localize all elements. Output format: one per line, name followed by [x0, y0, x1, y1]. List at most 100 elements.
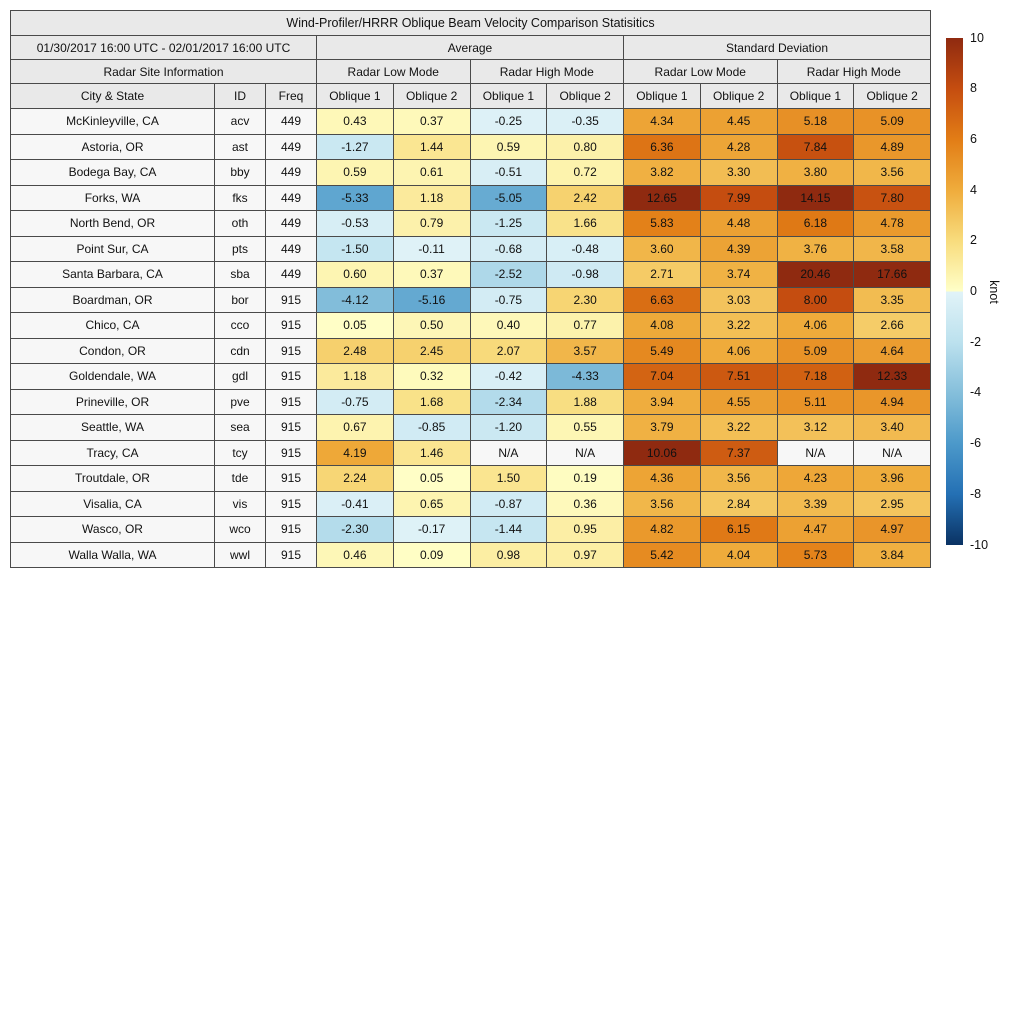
colorbar-tick-label: -8 [970, 486, 982, 501]
value-cell: 8.00 [776, 286, 855, 313]
value-cell: 3.30 [699, 159, 778, 186]
value-cell: -1.50 [316, 235, 394, 262]
site-id-cell: bby [214, 159, 266, 186]
value-cell: N/A [853, 439, 931, 466]
site-id-cell: oth [214, 210, 266, 237]
colorbar-tick-label: -2 [970, 334, 982, 349]
freq-cell: 449 [265, 184, 317, 211]
value-cell: 4.82 [623, 516, 701, 543]
city-cell: McKinleyville, CA [10, 108, 215, 135]
value-cell: -1.25 [469, 210, 548, 237]
section-header-avg-low-mode: Radar Low Mode [316, 59, 471, 84]
value-cell: 6.15 [699, 516, 778, 543]
freq-cell: 915 [265, 414, 317, 441]
value-cell: -4.33 [546, 363, 624, 390]
freq-cell: 915 [265, 465, 317, 492]
value-cell: 3.74 [699, 261, 778, 288]
freq-cell: 449 [265, 108, 317, 135]
city-cell: Seattle, WA [10, 414, 215, 441]
value-cell: -1.27 [316, 133, 394, 160]
freq-cell: 449 [265, 210, 317, 237]
value-cell: 4.78 [853, 210, 931, 237]
column-header-std-high-oblique2: Oblique 2 [853, 83, 931, 109]
title-row: Wind-Profiler/HRRR Oblique Beam Velocity… [10, 10, 931, 36]
value-cell: 4.55 [699, 388, 778, 415]
value-cell: 1.50 [469, 465, 548, 492]
value-cell: 3.60 [623, 235, 701, 262]
colorbar-tick-label: -10 [970, 537, 989, 552]
value-cell: 0.59 [469, 133, 548, 160]
value-cell: 20.46 [776, 261, 855, 288]
table-row: North Bend, OR oth 449 -0.53 0.79 -1.25 1.66 5.… [10, 210, 931, 237]
value-cell: 5.09 [776, 337, 855, 364]
colorbar: 10 8 6 4 2 0 -2 -4 -6 -8 -10 knot [946, 31, 1001, 552]
value-cell: 5.73 [776, 541, 855, 568]
value-cell: 4.36 [623, 465, 701, 492]
value-cell: 0.19 [546, 465, 624, 492]
value-cell: -0.75 [469, 286, 548, 313]
value-cell: 0.98 [469, 541, 548, 568]
city-cell: Point Sur, CA [10, 235, 215, 262]
value-cell: 6.63 [623, 286, 701, 313]
section-header-site-info: Radar Site Information [10, 59, 317, 84]
freq-cell: 915 [265, 363, 317, 390]
site-id-cell: fks [214, 184, 266, 211]
mode-header-row: Radar Site Information Radar Low Mode Ra… [10, 59, 931, 84]
value-cell: 4.34 [623, 108, 701, 135]
column-header-city: City & State [10, 83, 215, 109]
value-cell: 2.45 [392, 337, 471, 364]
city-cell: Boardman, OR [10, 286, 215, 313]
value-cell: -0.17 [392, 516, 471, 543]
column-header-avg-high-oblique2: Oblique 2 [546, 83, 624, 109]
value-cell: 14.15 [776, 184, 855, 211]
value-cell: 4.19 [316, 439, 394, 466]
colorbar-tick-label: 6 [970, 131, 977, 146]
table-body: McKinleyville, CA acv 449 0.43 0.37 -0.25 -0.3… [10, 108, 931, 568]
table-row: Bodega Bay, CA bby 449 0.59 0.61 -0.51 0.72 3.8… [10, 159, 931, 186]
value-cell: 2.42 [546, 184, 624, 211]
value-cell: -0.48 [546, 235, 624, 262]
freq-cell: 915 [265, 490, 317, 517]
site-id-cell: vis [214, 490, 266, 517]
value-cell: 5.09 [853, 108, 931, 135]
table-row: Troutdale, OR tde 915 2.24 0.05 1.50 0.19 4.36 3… [10, 465, 931, 492]
column-header-std-low-oblique2: Oblique 2 [699, 83, 778, 109]
city-cell: Forks, WA [10, 184, 215, 211]
value-cell: 7.51 [699, 363, 778, 390]
value-cell: 0.40 [469, 312, 548, 339]
value-cell: 0.05 [316, 312, 394, 339]
value-cell: 2.48 [316, 337, 394, 364]
site-id-cell: pts [214, 235, 266, 262]
value-cell: 7.37 [699, 439, 778, 466]
table-row: Condon, OR cdn 915 2.48 2.45 2.07 3.57 5.49 4.06… [10, 337, 931, 364]
column-header-avg-low-oblique2: Oblique 2 [392, 83, 471, 109]
value-cell: 5.11 [776, 388, 855, 415]
freq-cell: 915 [265, 516, 317, 543]
value-cell: 0.67 [316, 414, 394, 441]
value-cell: 4.45 [699, 108, 778, 135]
value-cell: 7.04 [623, 363, 701, 390]
colorbar-tick-label: 8 [970, 81, 977, 96]
value-cell: -1.20 [469, 414, 548, 441]
table-row: Santa Barbara, CA sba 449 0.60 0.37 -2.52 -0.9… [10, 261, 931, 288]
value-cell: -0.75 [316, 388, 394, 415]
site-id-cell: ast [214, 133, 266, 160]
value-cell: 4.28 [699, 133, 778, 160]
city-cell: Walla Walla, WA [10, 541, 215, 568]
group-header-row: 01/30/2017 16:00 UTC - 02/01/2017 16:00 … [10, 35, 931, 60]
value-cell: N/A [469, 439, 548, 466]
table-row: Seattle, WA sea 915 0.67 -0.85 -1.20 0.55 3.79 3… [10, 414, 931, 441]
value-cell: 2.66 [853, 312, 931, 339]
value-cell: 3.03 [699, 286, 778, 313]
section-header-std-high-mode: Radar High Mode [776, 59, 931, 84]
value-cell: 2.84 [699, 490, 778, 517]
value-cell: 0.55 [546, 414, 624, 441]
value-cell: -0.87 [469, 490, 548, 517]
value-cell: -0.35 [546, 108, 624, 135]
column-header-id: ID [214, 83, 266, 109]
value-cell: 1.88 [546, 388, 624, 415]
value-cell: 4.48 [699, 210, 778, 237]
value-cell: 0.79 [392, 210, 471, 237]
table-title: Wind-Profiler/HRRR Oblique Beam Velocity… [10, 10, 931, 36]
table-row: Goldendale, WA gdl 915 1.18 0.32 -0.42 -4.33 7.… [10, 363, 931, 390]
